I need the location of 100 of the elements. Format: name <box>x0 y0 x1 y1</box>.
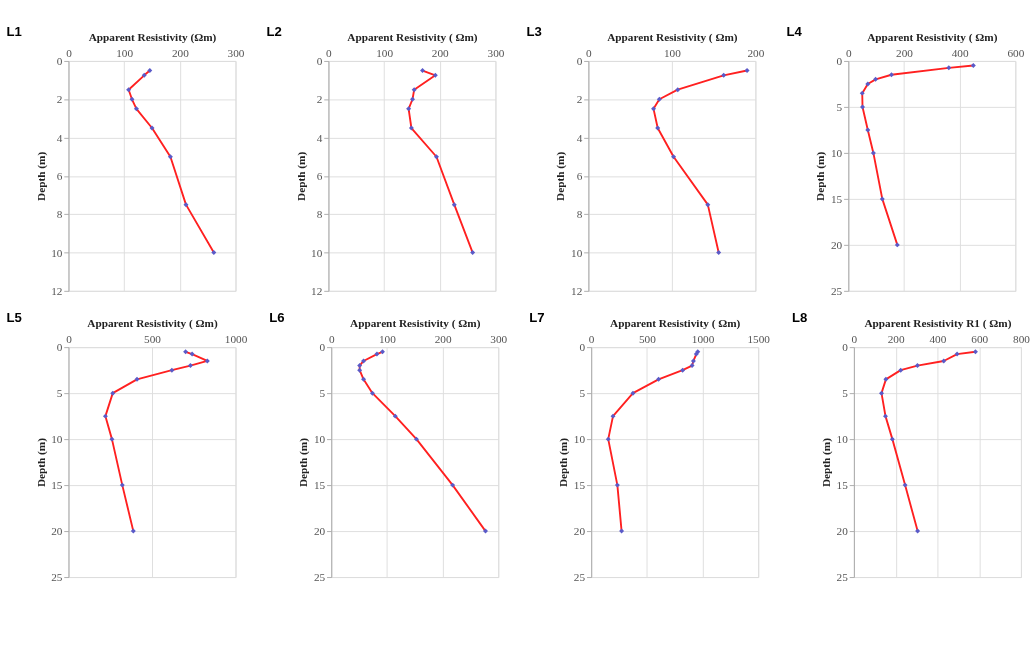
y-tick-label: 5 <box>579 387 586 400</box>
x-tick-label: 1000 <box>691 332 715 345</box>
x-tick-label: 500 <box>144 332 162 345</box>
chart-title: L5 <box>6 309 22 325</box>
chart-title: L7 <box>529 309 545 325</box>
y-tick-label: 2 <box>576 93 583 106</box>
y-tick-label: 8 <box>576 208 583 221</box>
y-tick-label: 10 <box>313 433 326 446</box>
y-tick-label: 10 <box>571 246 583 259</box>
y-axis-title: Depth (m) <box>814 151 828 201</box>
y-tick-label: 6 <box>56 170 63 183</box>
chart-title: L6 <box>269 309 285 325</box>
y-tick-label: 25 <box>836 571 849 584</box>
y-tick-label: 2 <box>316 93 323 106</box>
y-tick-label: 0 <box>842 341 849 354</box>
x-axis-title: Apparent Resistivity ( Ωm) <box>610 316 741 330</box>
y-tick-label: 10 <box>51 433 63 446</box>
y-tick-label: 25 <box>313 571 326 584</box>
y-axis-title: Depth (m) <box>294 151 308 201</box>
y-tick-label: 25 <box>573 571 586 584</box>
y-tick-label: 0 <box>576 55 583 68</box>
y-tick-label: 25 <box>830 285 843 298</box>
x-tick-label: 200 <box>747 46 765 59</box>
x-axis-title: Apparent Resistivity R1 ( Ωm) <box>864 316 1012 330</box>
x-tick-label: 0 <box>66 332 73 345</box>
chart-title: L1 <box>6 23 22 39</box>
x-axis-title: Apparent Resistivity ( Ωm) <box>350 316 481 330</box>
x-tick-label: 200 <box>887 332 905 345</box>
x-tick-label: 300 <box>490 332 508 345</box>
x-axis-title: Apparent Resistivity ( Ωm) <box>347 30 478 44</box>
x-axis-title: Apparent Resistivity ( Ωm) <box>607 30 738 44</box>
y-tick-label: 15 <box>836 479 849 492</box>
y-tick-label: 0 <box>56 55 63 68</box>
chart-title: L3 <box>526 23 542 39</box>
x-tick-label: 600 <box>971 332 989 345</box>
y-tick-label: 15 <box>313 479 326 492</box>
y-tick-label: 10 <box>830 147 843 160</box>
y-tick-label: 0 <box>56 341 63 354</box>
y-tick-label: 8 <box>316 208 323 221</box>
x-tick-label: 200 <box>434 332 452 345</box>
x-tick-label: 400 <box>951 46 969 59</box>
y-tick-label: 2 <box>56 93 63 106</box>
y-tick-label: 12 <box>311 285 323 298</box>
y-tick-label: 5 <box>842 387 849 400</box>
x-axis-title: Apparent Resistivity (Ωm) <box>88 30 217 44</box>
x-tick-label: 800 <box>1013 332 1031 345</box>
x-tick-label: 100 <box>116 46 134 59</box>
y-tick-label: 10 <box>573 433 586 446</box>
y-tick-label: 20 <box>573 525 586 538</box>
x-tick-label: 300 <box>227 46 245 59</box>
y-tick-label: 15 <box>830 193 843 206</box>
y-tick-label: 15 <box>573 479 586 492</box>
y-tick-label: 15 <box>51 479 63 492</box>
chart-title: L4 <box>786 23 803 39</box>
x-tick-label: 1500 <box>747 332 771 345</box>
x-tick-label: 0 <box>588 332 595 345</box>
y-tick-label: 5 <box>836 101 843 114</box>
x-tick-label: 200 <box>431 46 450 59</box>
x-tick-label: 100 <box>378 332 397 345</box>
y-tick-label: 20 <box>836 525 849 538</box>
y-tick-label: 6 <box>576 170 583 183</box>
x-tick-label: 300 <box>487 46 505 59</box>
y-tick-label: 0 <box>316 55 323 68</box>
x-tick-label: 200 <box>171 46 190 59</box>
y-tick-label: 4 <box>316 131 323 144</box>
x-tick-label: 100 <box>376 46 394 59</box>
y-tick-label: 0 <box>319 341 326 354</box>
x-axis-title: Apparent Resistivity ( Ωm) <box>867 30 998 44</box>
x-tick-label: 1000 <box>224 332 248 345</box>
y-tick-label: 0 <box>836 55 843 68</box>
y-tick-label: 25 <box>51 571 63 584</box>
y-axis-title: Depth (m) <box>297 437 311 488</box>
x-tick-label: 500 <box>638 332 657 345</box>
y-tick-label: 20 <box>313 525 326 538</box>
y-tick-label: 5 <box>56 387 63 400</box>
y-tick-label: 20 <box>51 525 63 538</box>
y-tick-label: 5 <box>319 387 326 400</box>
x-tick-label: 0 <box>66 46 73 59</box>
y-tick-label: 10 <box>311 246 323 259</box>
x-tick-label: 600 <box>1007 46 1025 59</box>
x-tick-label: 100 <box>663 46 682 59</box>
y-tick-label: 12 <box>571 285 583 298</box>
x-tick-label: 0 <box>328 332 335 345</box>
y-axis-title: Depth (m) <box>34 437 48 488</box>
chart-title: L2 <box>266 23 282 39</box>
y-tick-label: 10 <box>836 433 849 446</box>
y-tick-label: 0 <box>579 341 586 354</box>
chart-title: L8 <box>792 309 808 325</box>
y-tick-label: 20 <box>830 239 843 252</box>
y-tick-label: 4 <box>56 131 63 144</box>
y-tick-label: 6 <box>316 170 323 183</box>
y-axis-title: Depth (m) <box>34 151 48 201</box>
y-tick-label: 10 <box>51 246 63 259</box>
x-tick-label: 200 <box>896 46 914 59</box>
x-axis-title: Apparent Resistivity ( Ωm) <box>87 316 218 330</box>
y-axis-title: Depth (m) <box>554 151 568 201</box>
y-tick-label: 12 <box>51 285 63 298</box>
x-tick-label: 0 <box>851 332 858 345</box>
y-axis-title: Depth (m) <box>557 437 571 488</box>
y-tick-label: 4 <box>576 131 583 144</box>
